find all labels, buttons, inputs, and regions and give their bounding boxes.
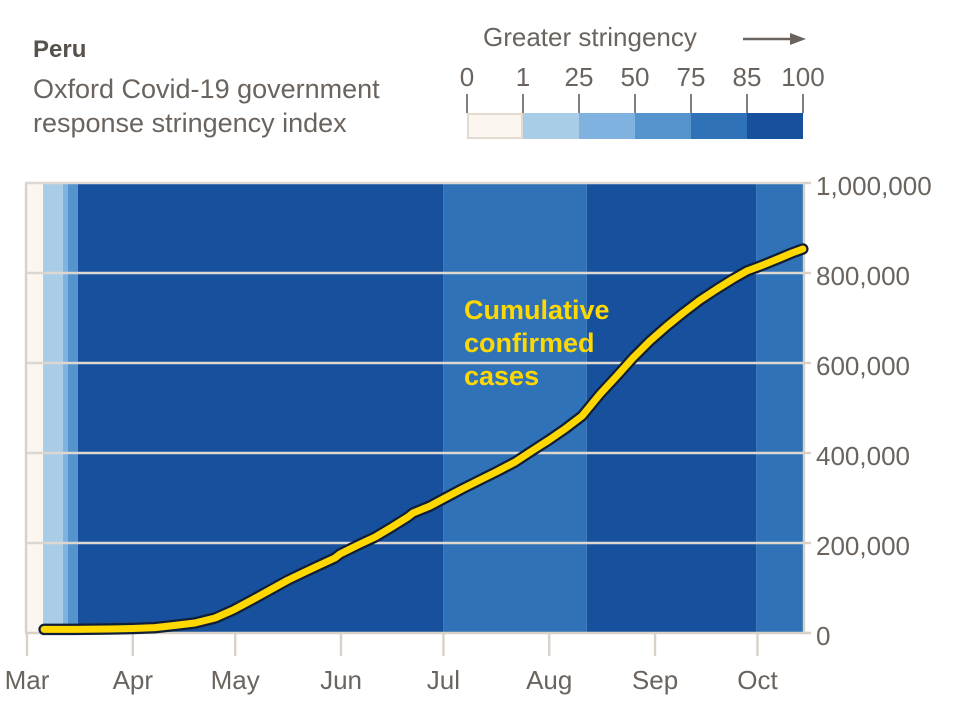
legend-tick-label: 25 bbox=[564, 62, 594, 92]
legend-tick-label: 1 bbox=[515, 62, 531, 92]
legend-tick-mark bbox=[578, 94, 580, 113]
legend-tick-mark bbox=[522, 94, 524, 113]
stringency-band bbox=[77, 184, 444, 633]
y-axis-label: 0 bbox=[816, 621, 830, 651]
x-axis-label: Sep bbox=[632, 665, 678, 695]
legend-color-segment bbox=[467, 113, 523, 139]
y-axis-label: 600,000 bbox=[816, 351, 910, 381]
x-axis-label: May bbox=[211, 665, 260, 695]
legend-tick-label: 0 bbox=[459, 62, 475, 92]
legend-color-segment bbox=[579, 113, 635, 139]
legend-tick-mark bbox=[690, 94, 692, 113]
cases-line bbox=[40, 245, 807, 633]
y-axis-label: 1,000,000 bbox=[816, 171, 932, 201]
stringency-band bbox=[443, 184, 587, 633]
chart-title: Peru bbox=[33, 36, 87, 63]
x-axis-label: Aug bbox=[526, 665, 572, 695]
legend-color-segment bbox=[747, 113, 803, 139]
legend-tick-label: 85 bbox=[732, 62, 762, 92]
legend-color-segment bbox=[691, 113, 747, 139]
legend-tick-mark bbox=[746, 94, 748, 113]
cases-series-label: Cumulative confirmed cases bbox=[464, 295, 610, 391]
x-axis-label: Mar bbox=[5, 665, 50, 695]
legend-tick-label: 100 bbox=[781, 62, 825, 92]
legend-title: Greater stringency bbox=[483, 22, 697, 52]
y-axis-label: 400,000 bbox=[816, 441, 910, 471]
stringency-band bbox=[67, 184, 78, 633]
legend-tick-mark bbox=[466, 94, 468, 113]
stringency-band bbox=[25, 184, 44, 633]
x-axis-label: Jun bbox=[320, 665, 362, 695]
x-axis-label: Apr bbox=[113, 665, 154, 695]
legend-tick-label: 75 bbox=[676, 62, 706, 92]
chart-subtitle: Oxford Covid-19 government response stri… bbox=[33, 74, 380, 138]
y-axis-label: 800,000 bbox=[816, 261, 910, 291]
legend-tick-mark bbox=[802, 94, 804, 113]
chart-header: Peru Oxford Covid-19 government response… bbox=[33, 36, 380, 140]
stringency-band bbox=[586, 184, 757, 633]
legend-tick-label: 50 bbox=[620, 62, 650, 92]
stringency-band bbox=[43, 184, 63, 633]
legend-color-segment bbox=[523, 113, 579, 139]
x-axis-label: Oct bbox=[737, 665, 778, 695]
legend-color-segment bbox=[635, 113, 691, 139]
x-axis-label: Jul bbox=[427, 665, 460, 695]
stringency-legend: Greater stringency 0 1 25 50 75 85 100 bbox=[0, 0, 960, 150]
y-axis-label: 200,000 bbox=[816, 531, 910, 561]
greater-stringency-arrow-icon bbox=[742, 31, 808, 52]
legend-tick-mark bbox=[634, 94, 636, 113]
stringency-band bbox=[62, 184, 68, 633]
